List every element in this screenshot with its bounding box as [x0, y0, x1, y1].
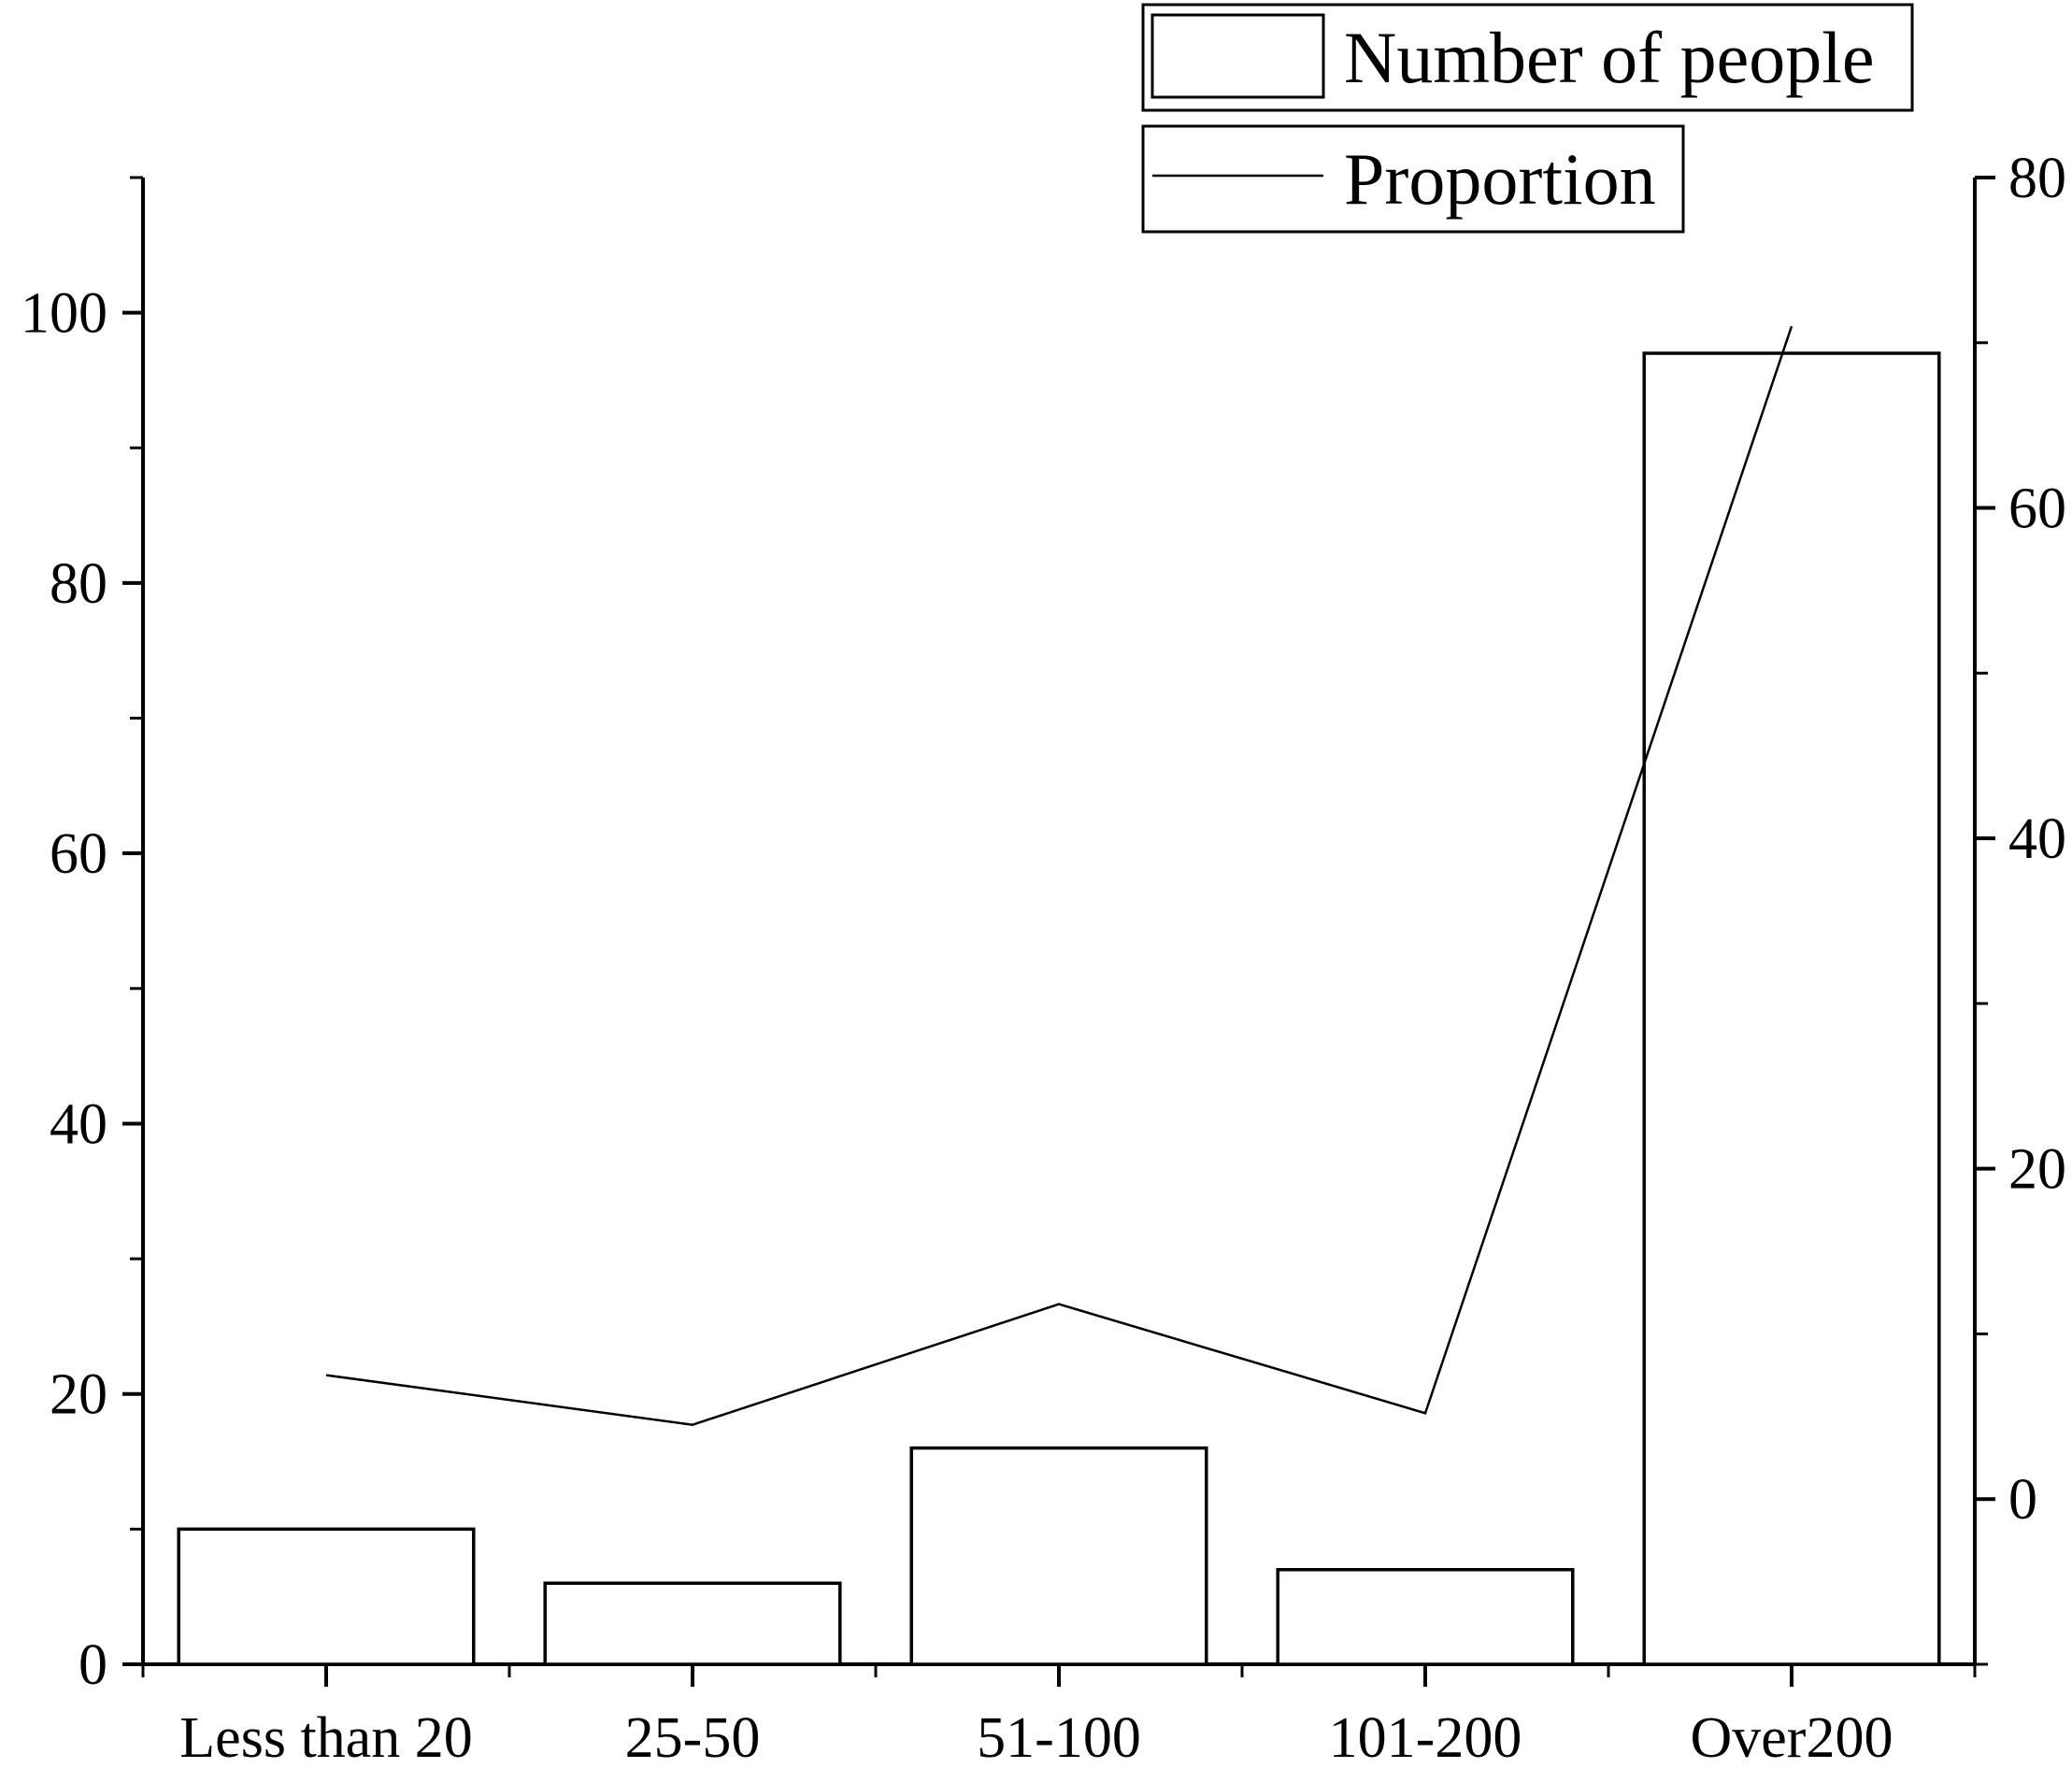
- left-tick-label: 40: [50, 1092, 107, 1156]
- bar: [543, 1581, 842, 1666]
- left-tick-label: 20: [50, 1363, 107, 1427]
- right-tick-label: 40: [2008, 807, 2066, 871]
- line-series-proportion: [325, 325, 1793, 1426]
- bar: [177, 1527, 476, 1666]
- bar-series-number-of-people: [177, 351, 1941, 1666]
- x-tick-label: 101-200: [1329, 1706, 1522, 1768]
- legend-line-label: Proportion: [1344, 138, 1656, 220]
- x-tick-label: Over200: [1691, 1706, 1893, 1768]
- left-tick-label: 60: [50, 822, 107, 886]
- left-tick-label: 100: [21, 282, 107, 346]
- left-tick-label: 80: [50, 552, 107, 616]
- x-tick-label: 25-50: [625, 1706, 761, 1768]
- right-y-axis: 0 20 40 60 80: [1973, 147, 2066, 1666]
- proportion-line: [325, 325, 1793, 1426]
- bar: [909, 1446, 1208, 1666]
- bar: [1276, 1568, 1575, 1666]
- x-axis: Less than 20 25-50 51-100 101-200 Over200: [141, 1662, 1977, 1768]
- right-tick-label: 20: [2008, 1138, 2066, 1202]
- left-tick-label: 0: [79, 1633, 107, 1697]
- x-tick-label: Less than 20: [179, 1706, 472, 1768]
- legend-bar-label: Number of people: [1344, 17, 1874, 98]
- legend: Number of people Proportion: [1141, 3, 1914, 234]
- right-tick-label: 60: [2008, 478, 2066, 541]
- right-tick-label: 80: [2008, 147, 2066, 210]
- left-y-axis: 0 20 40 60 80 100: [21, 176, 145, 1697]
- legend-bar-swatch: [1150, 13, 1325, 99]
- legend-line-frame: [1141, 124, 1685, 234]
- bar: [1642, 351, 1941, 1666]
- x-tick-label: 51-100: [977, 1706, 1141, 1768]
- right-tick-label: 0: [2008, 1468, 2037, 1532]
